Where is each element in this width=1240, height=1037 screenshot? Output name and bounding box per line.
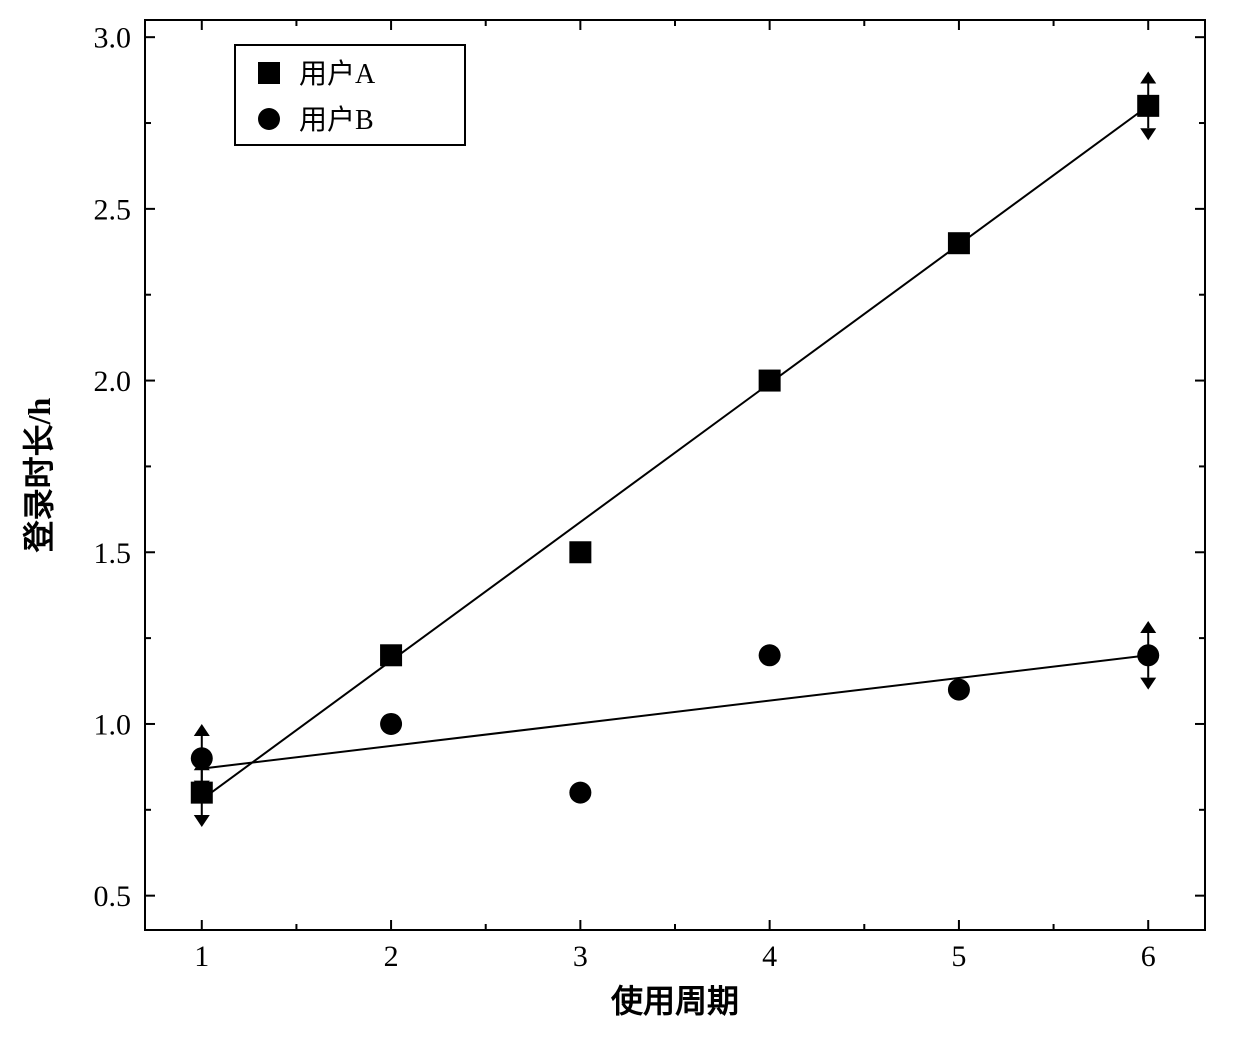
data-point-circle — [191, 747, 213, 769]
data-point-square — [569, 541, 591, 563]
data-point-circle — [380, 713, 402, 735]
x-tick-label: 4 — [762, 940, 777, 973]
data-point-circle — [759, 644, 781, 666]
data-point-circle — [1137, 644, 1159, 666]
data-point-circle — [569, 782, 591, 804]
chart-container: 1 2 3 4 5 6 0.5 1.0 1.5 2.0 2.5 3.0 使用周期 登录时长/h 用户A 用户B — [0, 0, 1240, 1037]
data-point-circle — [948, 679, 970, 701]
data-point-square — [759, 370, 781, 392]
y-tick-label: 1.5 — [94, 537, 132, 570]
data-point-square — [1137, 95, 1159, 117]
y-tick-label: 0.5 — [94, 880, 132, 913]
legend-marker-circle-icon — [258, 108, 280, 130]
y-tick-label: 1.0 — [94, 708, 132, 741]
legend-label: 用户A — [299, 58, 376, 90]
legend-label: 用户B — [299, 104, 374, 136]
x-axis-title: 使用周期 — [610, 983, 739, 1019]
data-point-square — [191, 782, 213, 804]
y-axis-title: 登录时长/h — [21, 397, 57, 553]
y-tick-label: 2.0 — [94, 365, 132, 398]
legend-marker-square-icon — [258, 62, 280, 84]
x-tick-label: 2 — [384, 940, 399, 973]
x-tick-label: 1 — [194, 940, 209, 973]
x-tick-label: 5 — [951, 940, 966, 973]
y-tick-label: 2.5 — [94, 193, 132, 226]
y-tick-label: 3.0 — [94, 22, 132, 55]
x-tick-label: 6 — [1141, 940, 1156, 973]
login-duration-chart: 1 2 3 4 5 6 0.5 1.0 1.5 2.0 2.5 3.0 使用周期 登录时长/h 用户A 用户B — [0, 0, 1240, 1037]
data-point-square — [380, 644, 402, 666]
x-tick-label: 3 — [573, 940, 588, 973]
data-point-square — [948, 232, 970, 254]
